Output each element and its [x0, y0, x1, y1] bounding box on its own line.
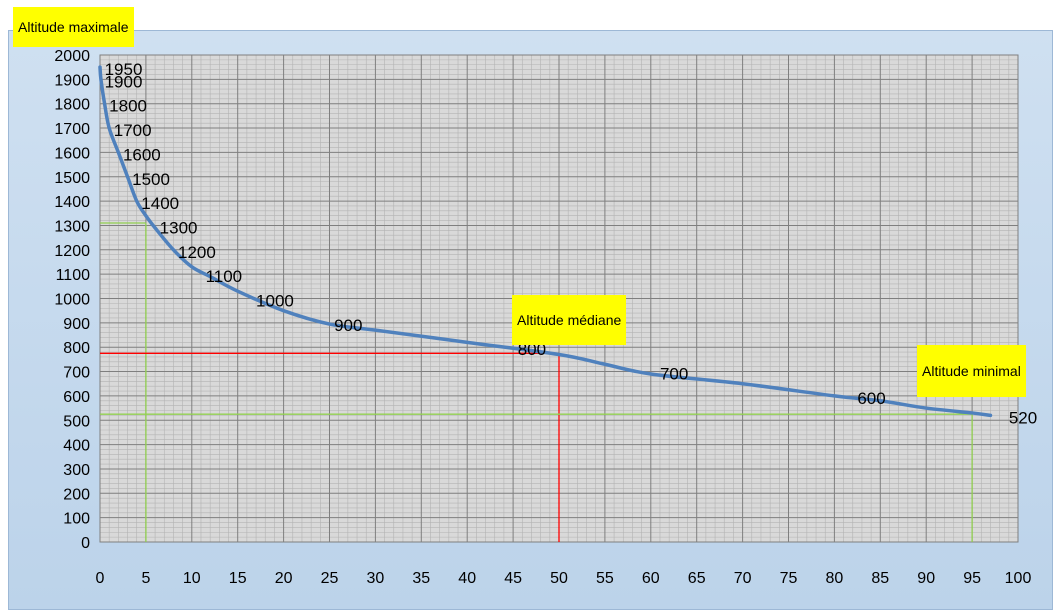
y-tick-label: 1400 [54, 194, 90, 211]
altitude-min-callout: Altitude minimal [917, 345, 1026, 397]
y-tick-label: 1200 [54, 243, 90, 260]
data-label: 1700 [114, 121, 152, 140]
y-tick-label: 300 [63, 462, 90, 479]
y-tick-label: 1100 [56, 267, 91, 284]
data-label: 1300 [160, 218, 198, 237]
y-tick-label: 500 [63, 413, 90, 430]
x-tick-label: 15 [229, 570, 247, 587]
y-tick-label: 1900 [54, 72, 90, 89]
y-tick-label: 900 [63, 316, 90, 333]
x-tick-label: 0 [96, 570, 105, 587]
data-label: 520 [1009, 408, 1037, 427]
y-tick-label: 700 [63, 365, 90, 382]
data-label: 1900 [105, 72, 143, 91]
x-tick-label: 65 [688, 570, 706, 587]
x-tick-label: 50 [550, 570, 568, 587]
y-tick-label: 1500 [54, 170, 90, 187]
x-tick-label: 25 [321, 570, 339, 587]
data-label: 1100 [206, 267, 243, 286]
data-label: 900 [334, 316, 362, 335]
x-tick-label: 95 [963, 570, 981, 587]
y-tick-label: 2000 [54, 48, 90, 65]
altitude-median-callout: Altitude médiane [512, 295, 627, 345]
x-tick-label: 20 [275, 570, 293, 587]
data-label: 1800 [109, 97, 147, 116]
data-label: 1400 [141, 194, 179, 213]
x-tick-label: 35 [412, 570, 430, 587]
data-label: 700 [660, 365, 688, 384]
data-label: 1000 [256, 292, 294, 311]
x-tick-label: 60 [642, 570, 660, 587]
series-line [98, 65, 993, 418]
y-tick-label: 200 [63, 486, 90, 503]
y-tick-label: 600 [63, 389, 90, 406]
x-tick-label: 30 [367, 570, 385, 587]
x-tick-label: 40 [458, 570, 476, 587]
y-tick-label: 1600 [54, 145, 90, 162]
x-tick-label: 70 [734, 570, 752, 587]
y-tick-label: 1700 [54, 121, 90, 138]
data-label: 1200 [178, 243, 216, 262]
y-tick-label: 1800 [54, 97, 90, 114]
data-label: 1600 [123, 145, 161, 164]
x-tick-label: 10 [183, 570, 201, 587]
x-tick-label: 5 [141, 570, 150, 587]
altitude-max-callout: Altitude maximale [13, 7, 134, 47]
x-tick-label: 55 [596, 570, 614, 587]
y-tick-label: 400 [63, 438, 90, 455]
data-label: 600 [857, 389, 885, 408]
y-tick-label: 800 [63, 340, 90, 357]
y-tick-label: 1300 [54, 218, 90, 235]
x-tick-label: 80 [826, 570, 844, 587]
x-tick-label: 75 [780, 570, 798, 587]
y-tick-label: 1000 [54, 292, 90, 309]
x-tick-label: 100 [1005, 570, 1032, 587]
y-tick-label: 0 [81, 535, 90, 552]
x-tick-label: 45 [504, 570, 522, 587]
x-tick-label: 90 [917, 570, 935, 587]
data-label: 1950 [105, 60, 143, 79]
data-label: 1500 [132, 170, 170, 189]
y-tick-label: 100 [63, 511, 90, 528]
x-tick-label: 85 [871, 570, 889, 587]
